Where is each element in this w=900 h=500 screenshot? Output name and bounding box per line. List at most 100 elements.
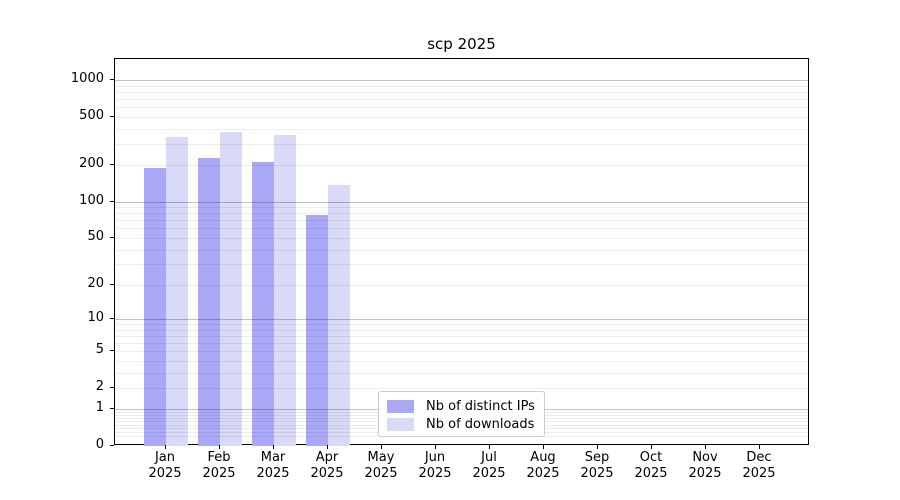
x-tick-mark [381,445,382,449]
minor-gridline [115,117,808,119]
x-tick-mark [759,445,760,449]
x-tick-mark [273,445,274,449]
downloads-swatch-icon [387,417,414,431]
x-tick-label-feb: Feb 2025 [189,450,249,482]
x-tick-year: 2025 [526,466,560,481]
y-tick-label: 1 [95,400,104,416]
bar-distinct-ips-feb [198,158,220,446]
x-tick-year: 2025 [742,466,776,481]
minor-gridline [115,329,808,331]
legend-label-downloads: Nb of downloads [426,416,535,432]
y-tick-label: 0 [95,437,104,452]
x-tick-year: 2025 [580,466,614,481]
x-tick-label-jan: Jan 2025 [135,450,195,482]
legend: Nb of distinct IPs Nb of downloads [378,391,545,437]
minor-gridline [115,86,808,87]
x-tick-year: 2025 [688,466,722,481]
minor-gridline [115,228,808,230]
minor-gridline [115,99,808,101]
minor-gridline [115,372,808,374]
x-tick-label-mar: Mar 2025 [243,450,303,482]
y-tick-label: 100 [79,192,104,208]
minor-gridline [115,249,808,251]
bar-distinct-ips-mar [252,161,274,446]
minor-gridline [115,387,808,389]
distinct-ips-swatch-icon [387,399,414,413]
y-tick-mark [110,318,114,320]
bar-downloads-mar [274,135,296,446]
y-tick-mark [110,445,114,446]
x-tick-mark [435,445,436,449]
x-tick-year: 2025 [202,466,236,481]
x-tick-mark [489,445,490,449]
x-tick-mark [219,445,220,449]
minor-gridline [115,107,808,109]
x-tick-label-jul: Jul 2025 [459,450,519,482]
minor-gridline [115,264,808,266]
x-tick-label-apr: Apr 2025 [297,450,357,482]
x-tick-label-oct: Oct 2025 [621,450,681,482]
y-tick-label: 2 [95,378,104,394]
minor-gridline [115,213,808,215]
major-gridline [115,201,808,203]
minor-gridline [115,351,808,353]
x-tick-label-sep: Sep 2025 [567,450,627,482]
x-tick-label-nov: Nov 2025 [675,450,735,482]
x-tick-year: 2025 [364,466,398,481]
minor-gridline [115,220,808,222]
minor-gridline [115,324,808,326]
minor-gridline [115,237,808,239]
x-tick-year: 2025 [148,466,182,481]
x-tick-year: 2025 [256,466,290,481]
y-tick-mark [110,386,114,388]
bar-distinct-ips-jan [144,168,166,446]
legend-item-downloads: Nb of downloads [387,415,536,433]
minor-gridline [115,335,808,337]
y-tick-mark [110,79,114,81]
y-tick-mark [110,408,114,410]
x-tick-year: 2025 [418,466,452,481]
minor-gridline [115,165,808,167]
legend-label-distinct-ips: Nb of distinct IPs [426,398,535,414]
x-tick-label-dec: Dec 2025 [729,450,789,482]
y-tick-label: 200 [79,156,104,172]
y-tick-mark [110,350,114,352]
y-tick-label: 5 [95,342,104,358]
x-tick-mark [705,445,706,449]
bar-distinct-ips-apr [306,215,328,446]
y-tick-label: 500 [79,108,104,124]
x-tick-year: 2025 [634,466,668,481]
x-tick-mark [597,445,598,449]
y-tick-label: 50 [87,228,104,244]
plot-area [114,58,809,446]
minor-gridline [115,284,808,286]
bar-downloads-jan [166,136,188,446]
minor-gridline [115,128,808,130]
x-tick-mark [327,445,328,449]
major-gridline [115,319,808,321]
x-tick-label-aug: Aug 2025 [513,450,573,482]
x-tick-label-jun: Jun 2025 [405,450,465,482]
x-tick-mark [543,445,544,449]
chart-title: scp 2025 [427,35,496,53]
y-tick-mark [110,236,114,238]
y-tick-label: 1000 [70,71,104,87]
y-tick-label: 20 [87,275,104,291]
x-tick-mark [165,445,166,449]
minor-gridline [115,92,808,94]
y-tick-mark [110,164,114,166]
minor-gridline [115,144,808,146]
minor-gridline [115,343,808,345]
y-tick-label: 10 [87,310,104,326]
legend-item-distinct-ips: Nb of distinct IPs [387,397,536,415]
y-tick-mark [110,283,114,285]
bar-downloads-feb [220,132,242,446]
x-tick-label-may: May 2025 [351,450,411,482]
major-gridline [115,80,808,82]
bar-downloads-apr [328,185,350,446]
minor-gridline [115,207,808,209]
minor-gridline [115,360,808,362]
x-tick-mark [651,445,652,449]
x-tick-year: 2025 [310,466,344,481]
